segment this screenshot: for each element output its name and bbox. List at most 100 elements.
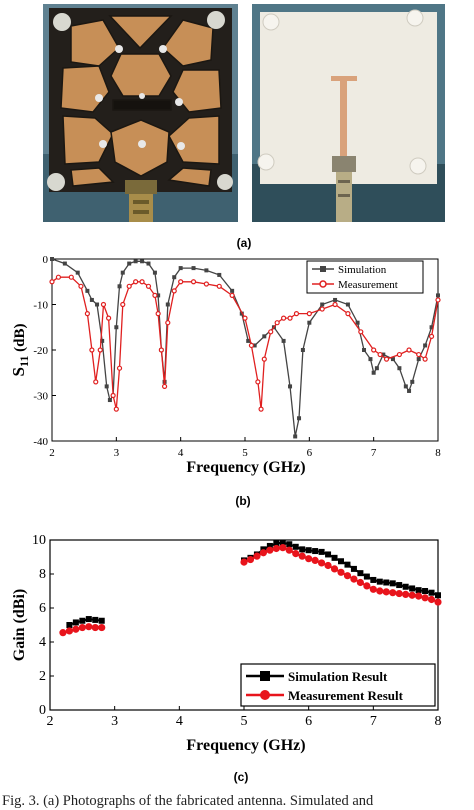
series-simulation-point [50,257,54,261]
y-tick-label: 10 [32,533,46,548]
series-simulation-point [127,261,132,266]
series-measurement-result-point [85,623,93,631]
legend-measurement-result: Measurement Result [288,688,404,703]
series-measurement-result-point [389,589,397,597]
series-measurement-result-point [59,629,67,637]
series-measurement-result-point [330,565,339,573]
series-simulation-point [407,388,412,393]
series-measurement-point [93,379,99,385]
series-simulation-result-point [85,616,92,623]
series-measurement-point [49,279,55,285]
legend-measurement: Measurement [338,279,398,291]
series-measurement-point [203,281,209,287]
series-measurement-point [152,292,158,299]
series-measurement-result-point [272,544,280,553]
series-simulation-point [371,370,376,375]
y-tick-label: 8 [39,567,46,582]
legend-simulation: Simulation [338,264,387,276]
series-simulation-point [416,357,421,362]
gain-x-axis-label: Frequency (GHz) [186,737,305,754]
series-measurement-point [332,301,338,308]
series-measurement-result-point [285,546,293,554]
series-measurement-point [216,283,222,289]
series-simulation-result-point [350,565,357,572]
series-measurement-result-point [65,627,74,635]
series-simulation-point [107,398,112,403]
series-measurement-point [158,347,164,353]
series-measurement-point [435,297,441,303]
series-measurement-result-point [415,592,423,600]
series-measurement-point [178,279,184,285]
series-measurement-point [229,292,235,299]
s11-x-axis-label: Frequency (GHz) [186,459,305,476]
series-measurement-point [416,351,422,358]
series-measurement-point [126,283,132,289]
s11-y-axis-label-unit: (dB) [12,324,28,356]
series-simulation-point [117,284,122,289]
series-simulation-result-point [415,587,422,594]
y-tick-label: 0 [39,703,46,718]
series-simulation-result-point [435,592,441,599]
series-measurement-result-point [427,595,436,604]
series-measurement-point [89,347,95,353]
antenna-front-photo [43,4,238,222]
series-measurement-point [268,329,274,335]
series-simulation-point [114,325,119,330]
series-simulation-point [423,343,428,348]
y-tick-label: -30 [33,391,48,403]
gain-y-axis-label: Gain (dBi) [11,589,28,661]
x-tick-label: 7 [370,714,377,729]
series-simulation-point [217,272,222,277]
series-measurement-result-point [318,559,326,567]
series-measurement-point [120,301,126,308]
y-tick-label: 4 [39,635,46,650]
series-simulation-point [172,275,177,280]
series-measurement-result-point [298,552,306,560]
series-measurement-point [371,347,377,353]
series-simulation-point [397,366,402,371]
series-measurement-result-point [337,568,345,576]
series-measurement-point [261,356,267,362]
series-measurement-result-point [98,623,106,632]
series-simulation-point [307,320,312,325]
x-tick-label: 8 [435,447,441,459]
series-measurement-result-point [363,582,371,590]
series-measurement-result-point [259,549,267,557]
series-measurement-result-point [78,623,86,632]
series-measurement-result-point [279,544,287,552]
series-simulation-result-point [331,554,338,561]
series-measurement-point [422,356,428,362]
series-measurement-result-point [369,585,377,593]
series-simulation-result-point [318,548,325,555]
series-simulation-point [345,302,350,307]
series-measurement-point [133,279,139,285]
series-measurement-result-point [305,555,313,563]
series-simulation-point [333,297,338,302]
series-measurement-point [171,288,177,294]
series-simulation-point [374,366,379,371]
x-tick-label: 3 [111,714,118,729]
series-simulation-result-point [370,576,377,583]
series-simulation-result-point [79,617,86,624]
series-simulation-point [293,434,298,439]
series-simulation-point [362,348,367,352]
series-simulation-point [89,297,94,302]
series-measurement-point [406,347,412,353]
series-simulation-point [429,325,434,330]
series-measurement-point [345,310,351,317]
series-simulation-point [300,348,305,352]
series-measurement-point [383,356,390,362]
x-tick-label: 7 [371,447,377,459]
series-simulation-point [178,266,183,271]
y-tick-label: -10 [33,300,48,312]
x-tick-label: 6 [305,714,312,729]
series-simulation-result-point [357,570,364,577]
series-measurement-result-point [356,578,364,587]
series-simulation-point [104,384,109,389]
series-simulation-result-point [72,619,79,626]
x-tick-label: 6 [307,447,313,459]
series-measurement-point [281,315,287,321]
series-measurement-point [287,315,293,321]
series-measurement-result-point [266,546,274,554]
